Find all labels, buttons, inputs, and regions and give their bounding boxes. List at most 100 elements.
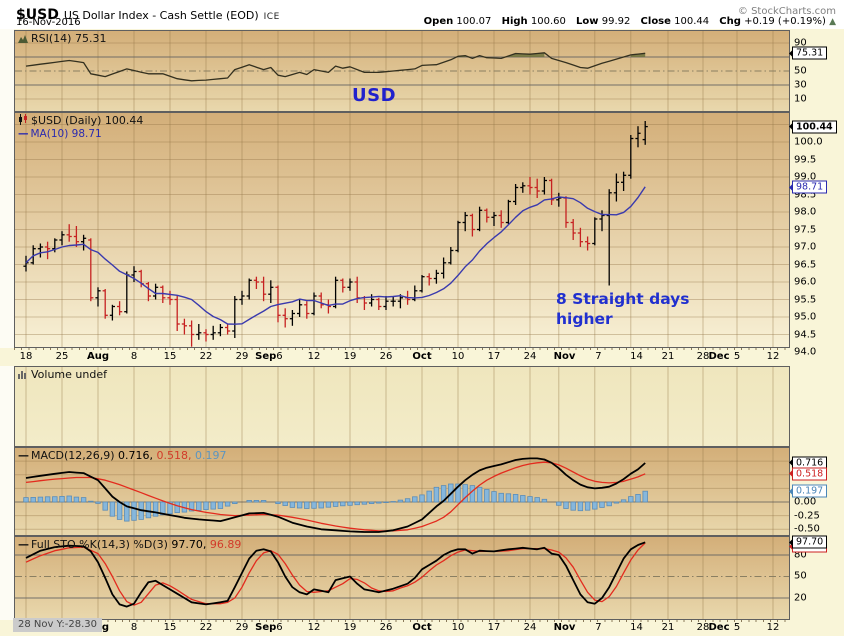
y-axis-label: 95.0: [794, 311, 817, 323]
x-tick-label: 14: [630, 351, 643, 362]
price-label: $USD (Daily) 100.44: [18, 114, 143, 128]
sto-k-value: 97.70,: [171, 538, 207, 551]
y-axis-label: -0.50: [794, 523, 820, 535]
macd-label: — MACD(12,26,9) 0.716, 0.518, 0.197: [18, 449, 227, 462]
x-tick-label: 6: [276, 622, 283, 633]
usd-annotation: USD: [352, 85, 397, 106]
y-axis-label: 30: [794, 79, 807, 91]
close-label: Close: [640, 16, 671, 27]
rsi-label-text: RSI(14) 75.31: [31, 32, 107, 45]
crosshair-status-box: 28 Nov Y:-28.30: [13, 618, 102, 632]
low-label: Low: [576, 16, 599, 27]
macd-signal-value: 0.518,: [153, 449, 192, 462]
y-axis-label: 95.5: [794, 294, 817, 305]
y-axis-label: 80: [794, 549, 807, 561]
y-axis-label: 10: [794, 93, 807, 105]
title-row: $USD US Dollar Index - Cash Settle (EOD) I…: [16, 4, 280, 23]
ma-label-text: MA(10) 98.71: [30, 128, 102, 140]
eight-days-line2: higher: [556, 310, 613, 328]
price-label-text: $USD (Daily) 100.44: [31, 114, 144, 127]
x-tick-label: 25: [55, 351, 69, 362]
x-tick-label: Sep: [255, 351, 277, 362]
high-value: 100.60: [530, 16, 566, 27]
price-callout: 98.71: [788, 180, 828, 194]
y-axis-label: 96.0: [794, 276, 817, 288]
stochastics-label: — Full STO %K(14,3) %D(3) 97.70, 96.89: [18, 538, 241, 551]
ma-label: — MA(10) 98.71: [18, 128, 102, 140]
price-callout: 97.70: [788, 535, 828, 549]
volume-panel: Volume undef: [14, 366, 790, 447]
chart-date: 16-Nov-2016: [16, 17, 81, 28]
y-axis-label: -0.25: [794, 510, 820, 522]
tick-marks: [14, 620, 790, 622]
y-axis-label: 98.5: [794, 189, 817, 200]
x-tick-label: 24: [523, 622, 537, 633]
rsi-panel: RSI(14) 75.31: [14, 30, 790, 112]
high-label: High: [501, 16, 528, 27]
y-axis-label: 50: [794, 65, 807, 77]
x-tick-label: 7: [595, 622, 602, 633]
x-tick-label: 15: [163, 622, 177, 633]
x-tick-label: 18: [19, 351, 33, 362]
low-value: 99.92: [601, 16, 631, 27]
open-label: Open: [423, 16, 454, 27]
eight-days-line1: 8 Straight days: [556, 290, 690, 308]
chg-value: +0.19 (+0.19%): [744, 16, 826, 27]
x-tick-label: 28: [696, 622, 710, 633]
x-tick-label: Nov: [553, 622, 576, 633]
left-margin: [0, 29, 14, 620]
x-tick-label: 26: [379, 351, 393, 362]
y-axis-label: 50: [794, 570, 807, 582]
x-tick-label: 7: [595, 351, 602, 362]
line-legend-icon: —: [18, 449, 29, 462]
x-tick-label: Oct: [412, 622, 432, 633]
x-tick-label: 22: [199, 622, 213, 633]
price-panel: $USD (Daily) 100.44 — MA(10) 98.71: [14, 112, 790, 348]
chg-label: Chg: [719, 16, 741, 27]
y-axis-label: 90: [794, 37, 807, 49]
y-axis-label: 20: [794, 592, 807, 604]
line-legend-icon: —: [18, 538, 29, 551]
x-tick-label: 29: [235, 351, 249, 362]
y-axis-label: 97.0: [794, 241, 817, 253]
symbol-label: $USD: [16, 7, 59, 23]
price-callout: 0.518: [788, 467, 828, 481]
x-tick-label: 19: [343, 622, 357, 633]
x-tick-label: 12: [307, 622, 321, 633]
x-tick-label: 22: [199, 351, 213, 362]
x-tick-label: 8: [130, 622, 138, 633]
stochastics-panel: — Full STO %K(14,3) %D(3) 97.70, 96.89: [14, 536, 790, 620]
x-tick-label: Nov: [553, 351, 576, 362]
x-axis-top: 18 25 Aug 8 15 22 29 Sep 6 12 19 26 Oct 10 17 24 Nov 7 14 2…: [0, 348, 844, 366]
price-callout: 100.44: [789, 120, 837, 134]
open-value: 100.07: [456, 16, 492, 27]
y-axis-label: 0.00: [794, 496, 817, 508]
candlestick-icon: [18, 114, 28, 128]
macd-hist-value: 0.197: [191, 449, 227, 462]
macd-value: 0.716,: [118, 449, 154, 462]
chart-header: $USD US Dollar Index - Cash Settle (EOD) I…: [0, 0, 844, 29]
x-tick-label: 6: [276, 351, 283, 362]
x-tick-label: 12: [766, 622, 780, 633]
x-tick-label: 12: [307, 351, 321, 362]
x-tick-label: 21: [661, 622, 675, 633]
x-tick-label: 10: [451, 351, 465, 362]
x-tick-label: Sep: [255, 622, 277, 633]
sto-name: Full STO %K(14,3) %D(3): [31, 538, 172, 551]
x-tick-label: 10: [451, 622, 465, 633]
y-axis-label: 96.5: [794, 259, 817, 270]
macd-name: MACD(12,26,9): [31, 449, 119, 462]
y-axis-label: 94.5: [794, 329, 817, 340]
price-callout: 0.197: [788, 484, 828, 498]
y-axis-label: 99.5: [794, 154, 817, 165]
x-tick-label: 12: [766, 351, 780, 362]
x-tick-label: 17: [487, 351, 501, 362]
x-tick-label: Oct: [412, 351, 432, 362]
y-axis-label: 94.0: [794, 346, 817, 358]
stockcharts-credit-link[interactable]: © StockCharts.com: [737, 6, 836, 17]
y-axis-label: 97.5: [794, 224, 817, 235]
y-axis-label: 98.0: [794, 206, 817, 218]
volume-label-text: Volume undef: [31, 368, 107, 381]
x-tick-label: 19: [343, 351, 357, 362]
